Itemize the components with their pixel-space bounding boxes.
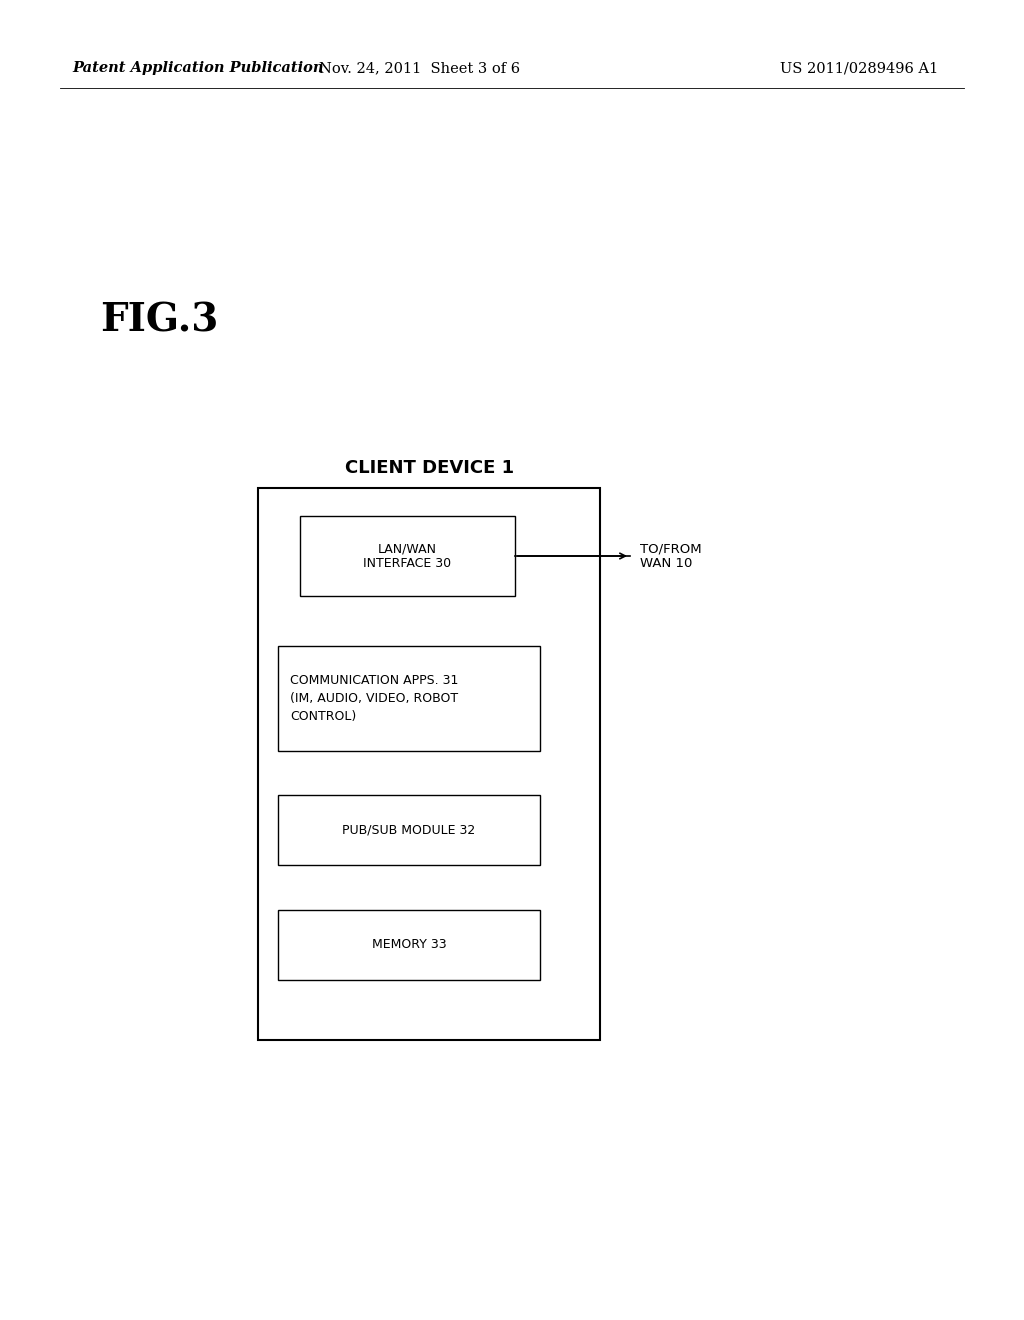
Text: Patent Application Publication: Patent Application Publication	[72, 61, 324, 75]
Bar	[278, 909, 540, 979]
Text: US 2011/0289496 A1: US 2011/0289496 A1	[780, 61, 938, 75]
Text: CLIENT DEVICE 1: CLIENT DEVICE 1	[345, 459, 515, 477]
Bar	[278, 645, 540, 751]
Bar	[300, 516, 515, 597]
Bar	[278, 795, 540, 865]
Text: FIG.3: FIG.3	[100, 301, 218, 339]
Text: COMMUNICATION APPS. 31
(IM, AUDIO, VIDEO, ROBOT
CONTROL): COMMUNICATION APPS. 31 (IM, AUDIO, VIDEO…	[290, 675, 459, 723]
Text: Nov. 24, 2011  Sheet 3 of 6: Nov. 24, 2011 Sheet 3 of 6	[319, 61, 520, 75]
Text: PUB/SUB MODULE 32: PUB/SUB MODULE 32	[342, 824, 475, 837]
Text: LAN/WAN
INTERFACE 30: LAN/WAN INTERFACE 30	[364, 543, 452, 570]
Bar	[258, 488, 600, 1040]
Text: TO/FROM
WAN 10: TO/FROM WAN 10	[640, 543, 701, 570]
Text: MEMORY 33: MEMORY 33	[372, 939, 446, 952]
